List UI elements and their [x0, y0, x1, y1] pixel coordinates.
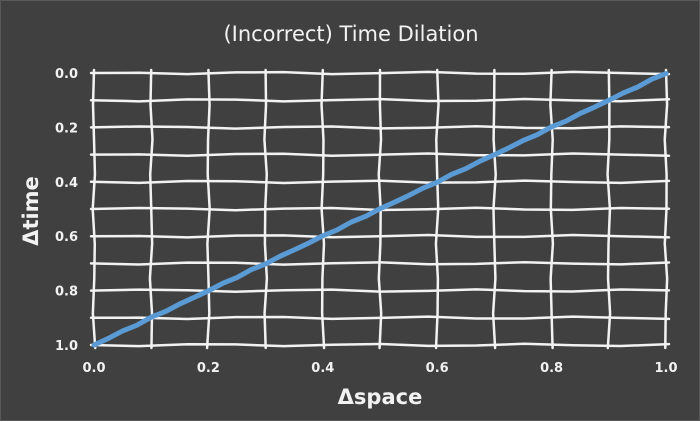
- grid-line-horizontal: [89, 315, 671, 321]
- grid-line-horizontal: [89, 97, 671, 103]
- y-axis-ticks: 0.0 0.2 0.4 0.6 0.8 1.0: [55, 67, 78, 354]
- x-tick-label: 0.0: [82, 361, 105, 376]
- y-tick-label: 1.0: [55, 339, 78, 354]
- grid-line-horizontal: [89, 233, 671, 239]
- grid-line-horizontal: [89, 70, 671, 76]
- y-tick-label: 0.2: [55, 121, 78, 136]
- grid-line-horizontal: [89, 260, 671, 266]
- x-tick-label: 1.0: [654, 361, 677, 376]
- chart-title: (Incorrect) Time Dilation: [223, 22, 478, 46]
- y-tick-label: 0.4: [55, 176, 78, 191]
- grid-line-horizontal: [89, 124, 671, 130]
- x-tick-label: 0.6: [426, 361, 449, 376]
- x-tick-label: 0.8: [540, 361, 563, 376]
- x-tick-label: 0.2: [197, 361, 220, 376]
- series-line: [91, 71, 669, 348]
- y-axis-title: Δtime: [19, 176, 43, 246]
- grid-line-horizontal: [89, 152, 671, 158]
- x-axis-title: Δspace: [338, 385, 423, 409]
- y-tick-label: 0.6: [55, 230, 78, 245]
- grid-line-horizontal: [89, 288, 671, 294]
- x-axis-ticks: 0.0 0.2 0.4 0.6 0.8 1.0: [82, 361, 677, 376]
- series-layer: [91, 71, 669, 348]
- grid-line-horizontal: [89, 179, 671, 185]
- grid-line-horizontal: [89, 342, 671, 348]
- y-tick-label: 0.0: [55, 67, 78, 82]
- y-tick-label: 0.8: [55, 285, 78, 300]
- x-tick-label: 0.4: [311, 361, 334, 376]
